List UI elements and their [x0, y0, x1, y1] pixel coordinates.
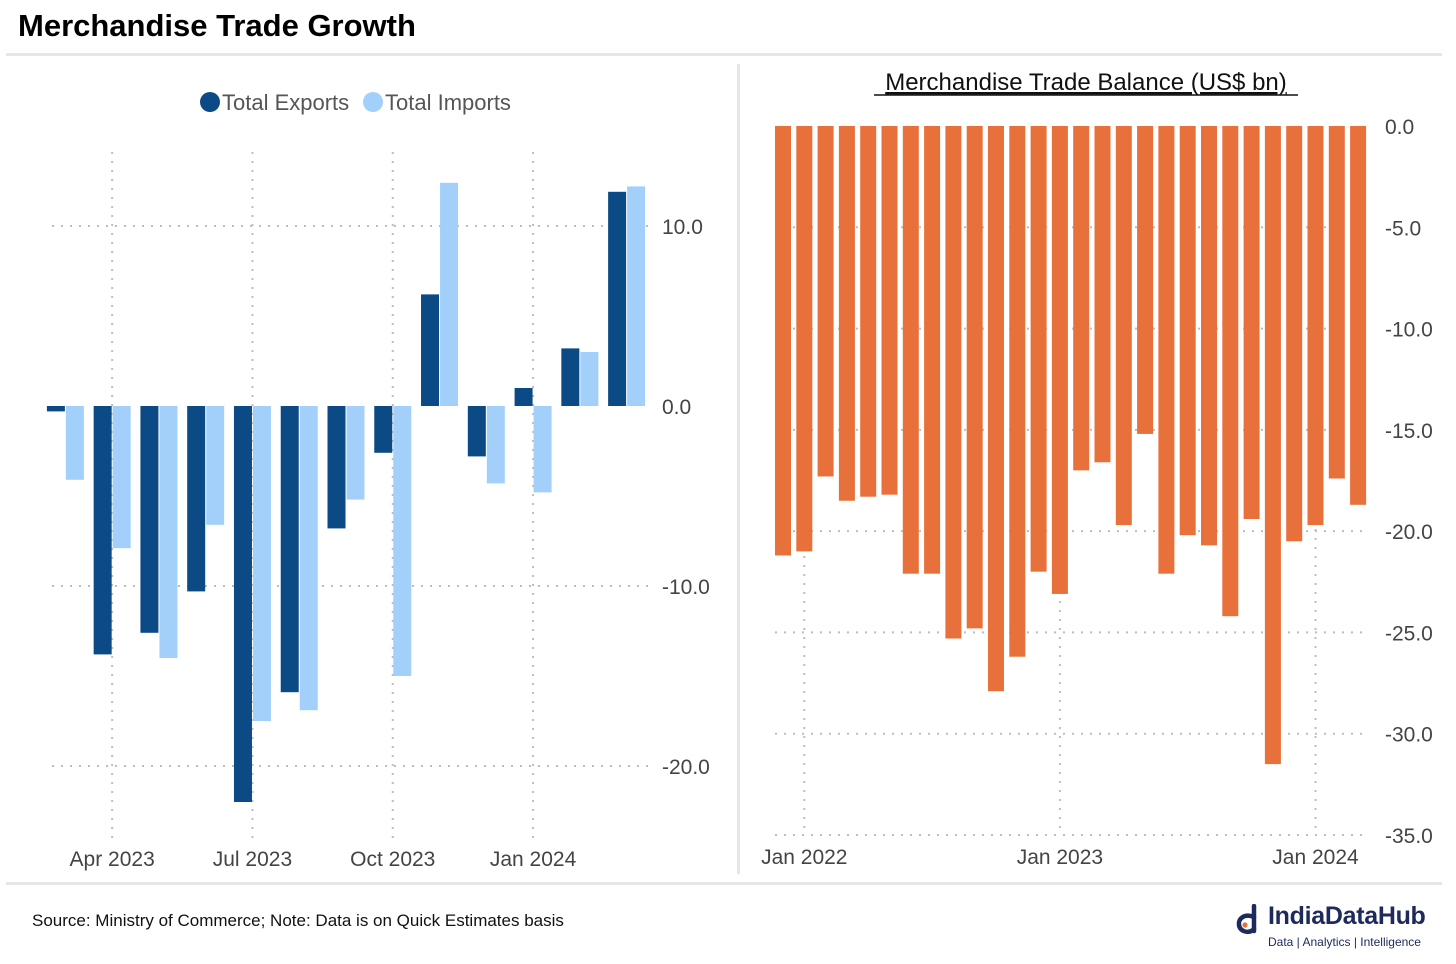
- trade-growth-chart: 10.0 0.0 -10.0 -20.0 Apr 2023 Jul 2023 Oct 202…: [46, 90, 710, 871]
- balance-bar: [924, 126, 941, 574]
- exports-bar: [608, 191, 627, 406]
- brand-name: IndiaDataHub: [1268, 902, 1426, 930]
- x-tick-label: Jan 2022: [761, 846, 847, 869]
- imports-bar: [533, 406, 552, 493]
- balance-bar: [1137, 126, 1154, 434]
- balance-bar: [817, 126, 834, 477]
- exports-bar: [280, 406, 299, 693]
- imports-bar: [252, 406, 271, 721]
- balance-bar: [1073, 126, 1090, 471]
- y-tick-label: -35.0: [1385, 825, 1433, 848]
- balance-bar: [1222, 126, 1239, 617]
- balance-bar: [1051, 126, 1068, 594]
- balance-bar: [1030, 126, 1047, 572]
- balance-bar: [881, 126, 898, 495]
- x-tick-label: Oct 2023: [350, 848, 435, 871]
- x-tick-label: Jan 2024: [1272, 846, 1359, 869]
- balance-bar: [945, 126, 962, 639]
- exports-bar: [187, 406, 206, 592]
- y-tick-label: -20.0: [662, 756, 710, 779]
- imports-bar: [440, 182, 459, 406]
- page-title: Merchandise Trade Growth: [18, 8, 416, 43]
- x-tick-label: Apr 2023: [70, 848, 155, 871]
- exports-bar: [140, 406, 159, 633]
- exports-bar: [514, 388, 533, 406]
- y-tick-label: -10.0: [662, 576, 710, 599]
- y-tick-label: 0.0: [1385, 116, 1414, 139]
- balance-bar: [1307, 126, 1324, 526]
- y-tick-label: -10.0: [1385, 319, 1433, 342]
- chart-title: Merchandise Trade Balance (US$ bn): [885, 69, 1287, 96]
- imports-bar: [346, 406, 365, 500]
- imports-bar: [486, 406, 505, 484]
- y-tick-label: -20.0: [1385, 521, 1433, 544]
- imports-bar: [65, 406, 84, 480]
- trade-balance-chart: Merchandise Trade Balance (US$ bn) 0.0 -5.…: [761, 69, 1433, 869]
- balance-bar: [796, 126, 813, 552]
- exports-bar: [327, 406, 346, 529]
- imports-bar: [206, 406, 225, 525]
- imports-bar: [299, 406, 318, 711]
- y-tick-label: -25.0: [1385, 622, 1433, 645]
- balance-bar: [1115, 126, 1132, 526]
- balance-bar: [1158, 126, 1175, 574]
- indiadatahub-logo-icon: [1236, 904, 1257, 935]
- balance-bar: [1201, 126, 1217, 546]
- y-tick-label: 10.0: [662, 216, 703, 239]
- balance-bar: [1009, 126, 1026, 657]
- balance-bar: [1094, 126, 1111, 463]
- balance-bar: [1264, 126, 1281, 765]
- exports-bar: [374, 406, 393, 453]
- header-divider: [6, 53, 1442, 56]
- balance-bar: [902, 126, 919, 574]
- balance-bar: [775, 126, 791, 556]
- imports-bar: [627, 186, 646, 406]
- imports-bar: [393, 406, 412, 676]
- x-tick-label: Jan 2024: [490, 848, 577, 871]
- balance-bar: [1243, 126, 1260, 519]
- y-tick-label: -15.0: [1385, 420, 1433, 443]
- brand-logo: IndiaDataHub Data | Analytics | Intellig…: [1234, 900, 1444, 956]
- exports-bar: [93, 406, 112, 655]
- exports-bar: [233, 406, 252, 802]
- balance-bar: [1350, 126, 1367, 505]
- legend-label-exports: Total Exports: [222, 90, 349, 115]
- exports-bar: [421, 294, 440, 406]
- exports-bar: [467, 406, 486, 457]
- panel-divider: [737, 64, 740, 874]
- imports-bar: [580, 352, 599, 406]
- exports-bar: [561, 348, 580, 406]
- y-tick-label: -30.0: [1385, 724, 1433, 747]
- source-note: Source: Ministry of Commerce; Note: Data…: [32, 911, 564, 930]
- imports-bar: [159, 406, 178, 658]
- x-tick-label: Jul 2023: [213, 848, 292, 871]
- x-tick-label: Jan 2023: [1017, 846, 1103, 869]
- balance-bar: [860, 126, 877, 497]
- balance-bar: [1179, 126, 1196, 536]
- legend-marker-imports: [363, 92, 383, 112]
- balance-bar: [1328, 126, 1345, 479]
- balance-bar: [1286, 126, 1303, 542]
- y-tick-label: 0.0: [662, 396, 691, 419]
- legend-label-imports: Total Imports: [385, 90, 511, 115]
- exports-bar: [46, 406, 65, 412]
- brand-tagline: Data | Analytics | Intelligence: [1268, 935, 1421, 949]
- balance-bar: [988, 126, 1004, 692]
- balance-bar: [838, 126, 855, 501]
- balance-bar: [966, 126, 983, 629]
- imports-bar: [112, 406, 131, 549]
- legend-marker-exports: [200, 92, 220, 112]
- y-tick-label: -5.0: [1385, 217, 1421, 240]
- footer-divider: [6, 882, 1442, 885]
